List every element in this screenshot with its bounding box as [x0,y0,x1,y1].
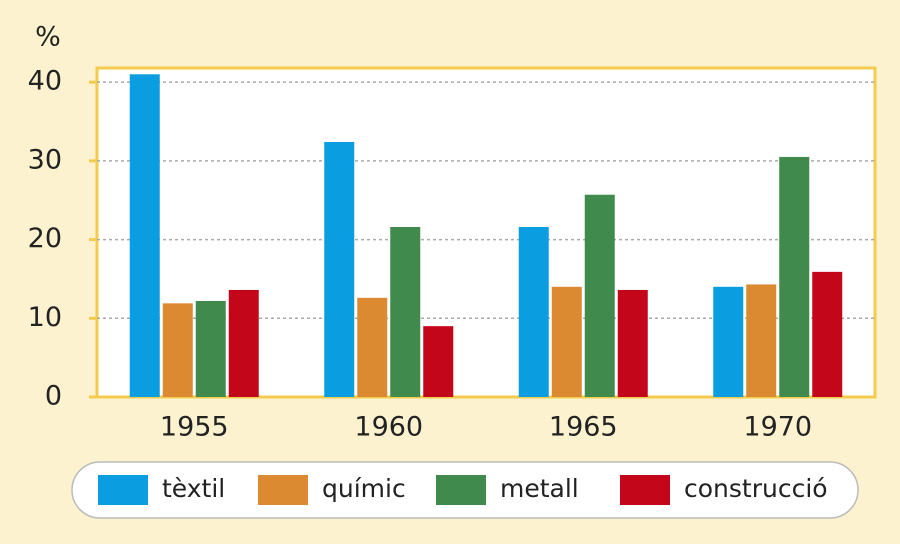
bar [779,156,810,397]
legend-swatch [258,475,308,505]
bar [390,226,421,397]
bar [713,286,744,397]
y-tick-label: 20 [28,223,62,254]
legend-swatch [436,475,486,505]
legend-swatch [98,475,148,505]
legend-swatch [620,475,670,505]
bar [162,303,193,397]
bar [423,326,454,397]
y-tick-label: 40 [28,66,62,97]
bar [746,284,777,397]
legend-label: construcció [684,474,828,503]
bar [812,271,843,397]
bar [129,74,160,397]
y-axis-label: % [35,22,61,53]
y-tick-label: 30 [28,144,62,175]
bar [195,300,226,397]
bar [584,194,615,397]
bar [518,226,549,397]
y-tick-label: 10 [28,302,62,333]
bar [228,289,259,397]
bar [324,141,355,397]
x-tick-label: 1965 [549,412,618,443]
bar [617,289,648,397]
legend-label: metall [500,474,579,503]
x-tick-label: 1955 [160,412,229,443]
bar [551,286,582,397]
x-tick-label: 1970 [743,412,812,443]
y-tick-label: 0 [45,381,62,412]
legend-label: tèxtil [162,474,225,503]
legend-label: químic [322,474,406,503]
bar [357,297,388,397]
plot-area [95,66,877,399]
x-tick-label: 1960 [354,412,423,443]
